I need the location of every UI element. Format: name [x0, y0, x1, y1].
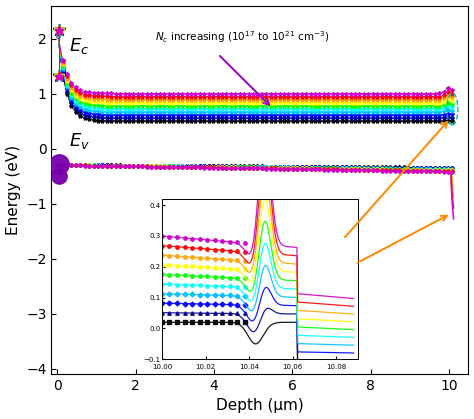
Text: $E_v$: $E_v$: [69, 131, 90, 151]
X-axis label: Depth (μm): Depth (μm): [216, 398, 304, 414]
Text: $N_c$ increasing (10$^{17}$ to 10$^{21}$ cm$^{-3}$): $N_c$ increasing (10$^{17}$ to 10$^{21}$…: [155, 29, 329, 45]
Text: $E_c$: $E_c$: [69, 36, 89, 56]
Y-axis label: Energy (eV): Energy (eV): [6, 145, 20, 235]
